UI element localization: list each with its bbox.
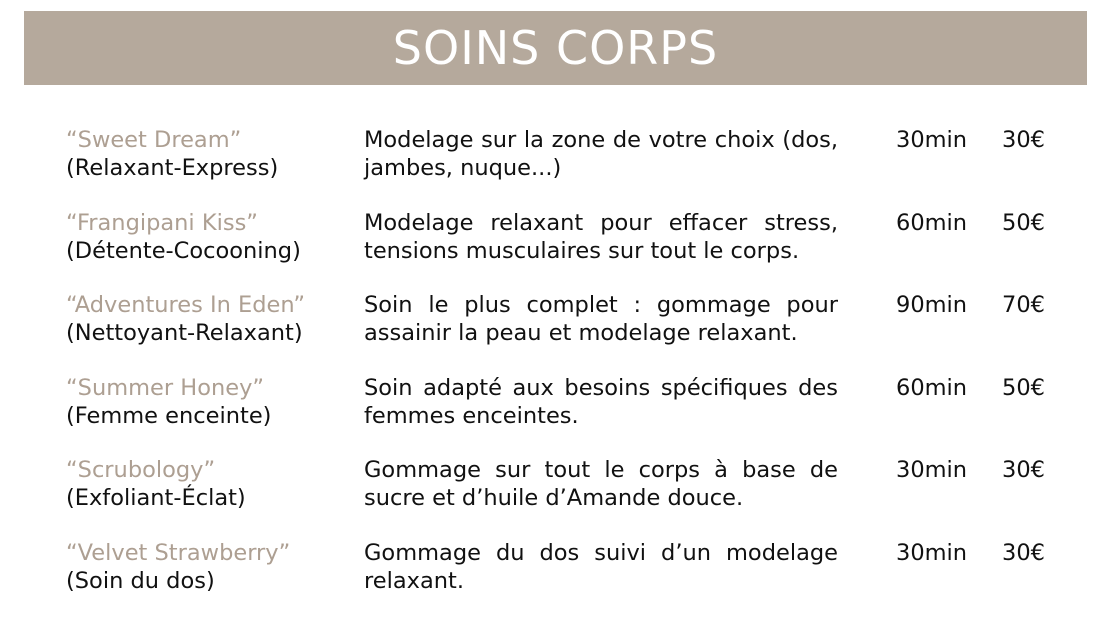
treatment-subtitle: (Relaxant-Express) <box>66 155 279 181</box>
treatment-subtitle: (Détente-Cocooning) <box>66 237 301 264</box>
treatment-name-column: “Frangipani Kiss” (Détente-Cocooning) <box>66 209 356 265</box>
treatment-subtitle: (Soin du dos) <box>66 567 215 594</box>
treatment-name: “Velvet Strawberry” <box>66 539 291 566</box>
treatment-name-column: “Adventures In Eden” (Nettoyant-Relaxant… <box>66 291 356 347</box>
treatment-price: 70€ <box>1002 292 1045 318</box>
treatment-name-column: “Scrubology” (Exfoliant-Éclat) <box>66 456 356 512</box>
treatment-name: “Frangipani Kiss” <box>66 209 258 236</box>
treatment-price: 50€ <box>1002 209 1045 236</box>
section-header: SOINS CORPS <box>24 11 1087 85</box>
treatment-row: “Adventures In Eden” (Nettoyant-Relaxant… <box>0 291 1117 351</box>
treatment-name-column: “Summer Honey” (Femme enceinte) <box>66 374 356 430</box>
treatment-subtitle: (Nettoyant-Relaxant) <box>66 320 303 346</box>
treatment-description: Soin adapté aux besoins spécifiques des … <box>364 374 838 429</box>
treatment-duration: 60min <box>896 209 968 236</box>
treatment-duration: 90min <box>896 292 968 318</box>
treatment-description: Gommage sur tout le corps à base de sucr… <box>364 457 838 511</box>
treatment-price: 30€ <box>1002 127 1045 153</box>
treatment-description: Soin le plus complet : gommage pour assa… <box>364 292 838 346</box>
treatment-price: 30€ <box>1002 539 1045 566</box>
treatment-subtitle: (Exfoliant-Éclat) <box>66 485 246 511</box>
treatment-duration: 30min <box>896 127 968 153</box>
treatment-description: Modelage relaxant pour effacer stress, t… <box>364 209 838 264</box>
treatment-row: “Velvet Strawberry” (Soin du dos) Gommag… <box>0 539 1117 599</box>
treatment-price: 50€ <box>1002 374 1045 401</box>
treatment-duration: 30min <box>896 539 968 566</box>
treatment-row: “Frangipani Kiss” (Détente-Cocooning) Mo… <box>0 209 1117 269</box>
treatment-name: “Scrubology” <box>66 457 216 483</box>
treatment-name-column: “Sweet Dream” (Relaxant-Express) <box>66 126 356 182</box>
treatment-duration: 30min <box>896 457 968 483</box>
treatment-description: Modelage sur la zone de votre choix (dos… <box>364 127 838 181</box>
treatment-description: Gommage du dos suivi d’un modelage relax… <box>364 539 838 594</box>
treatment-price: 30€ <box>1002 457 1045 483</box>
section-title: SOINS CORPS <box>392 21 719 75</box>
treatment-subtitle: (Femme enceinte) <box>66 402 272 429</box>
treatment-row: “Summer Honey” (Femme enceinte) Soin ada… <box>0 374 1117 434</box>
treatment-row: “Scrubology” (Exfoliant-Éclat) Gommage s… <box>0 456 1117 516</box>
treatment-name-column: “Velvet Strawberry” (Soin du dos) <box>66 539 356 595</box>
treatment-name: “Adventures In Eden” <box>66 292 306 318</box>
treatment-duration: 60min <box>896 374 968 401</box>
treatment-name: “Summer Honey” <box>66 374 265 401</box>
treatment-name: “Sweet Dream” <box>66 127 242 153</box>
treatment-row: “Sweet Dream” (Relaxant-Express) Modelag… <box>0 126 1117 186</box>
